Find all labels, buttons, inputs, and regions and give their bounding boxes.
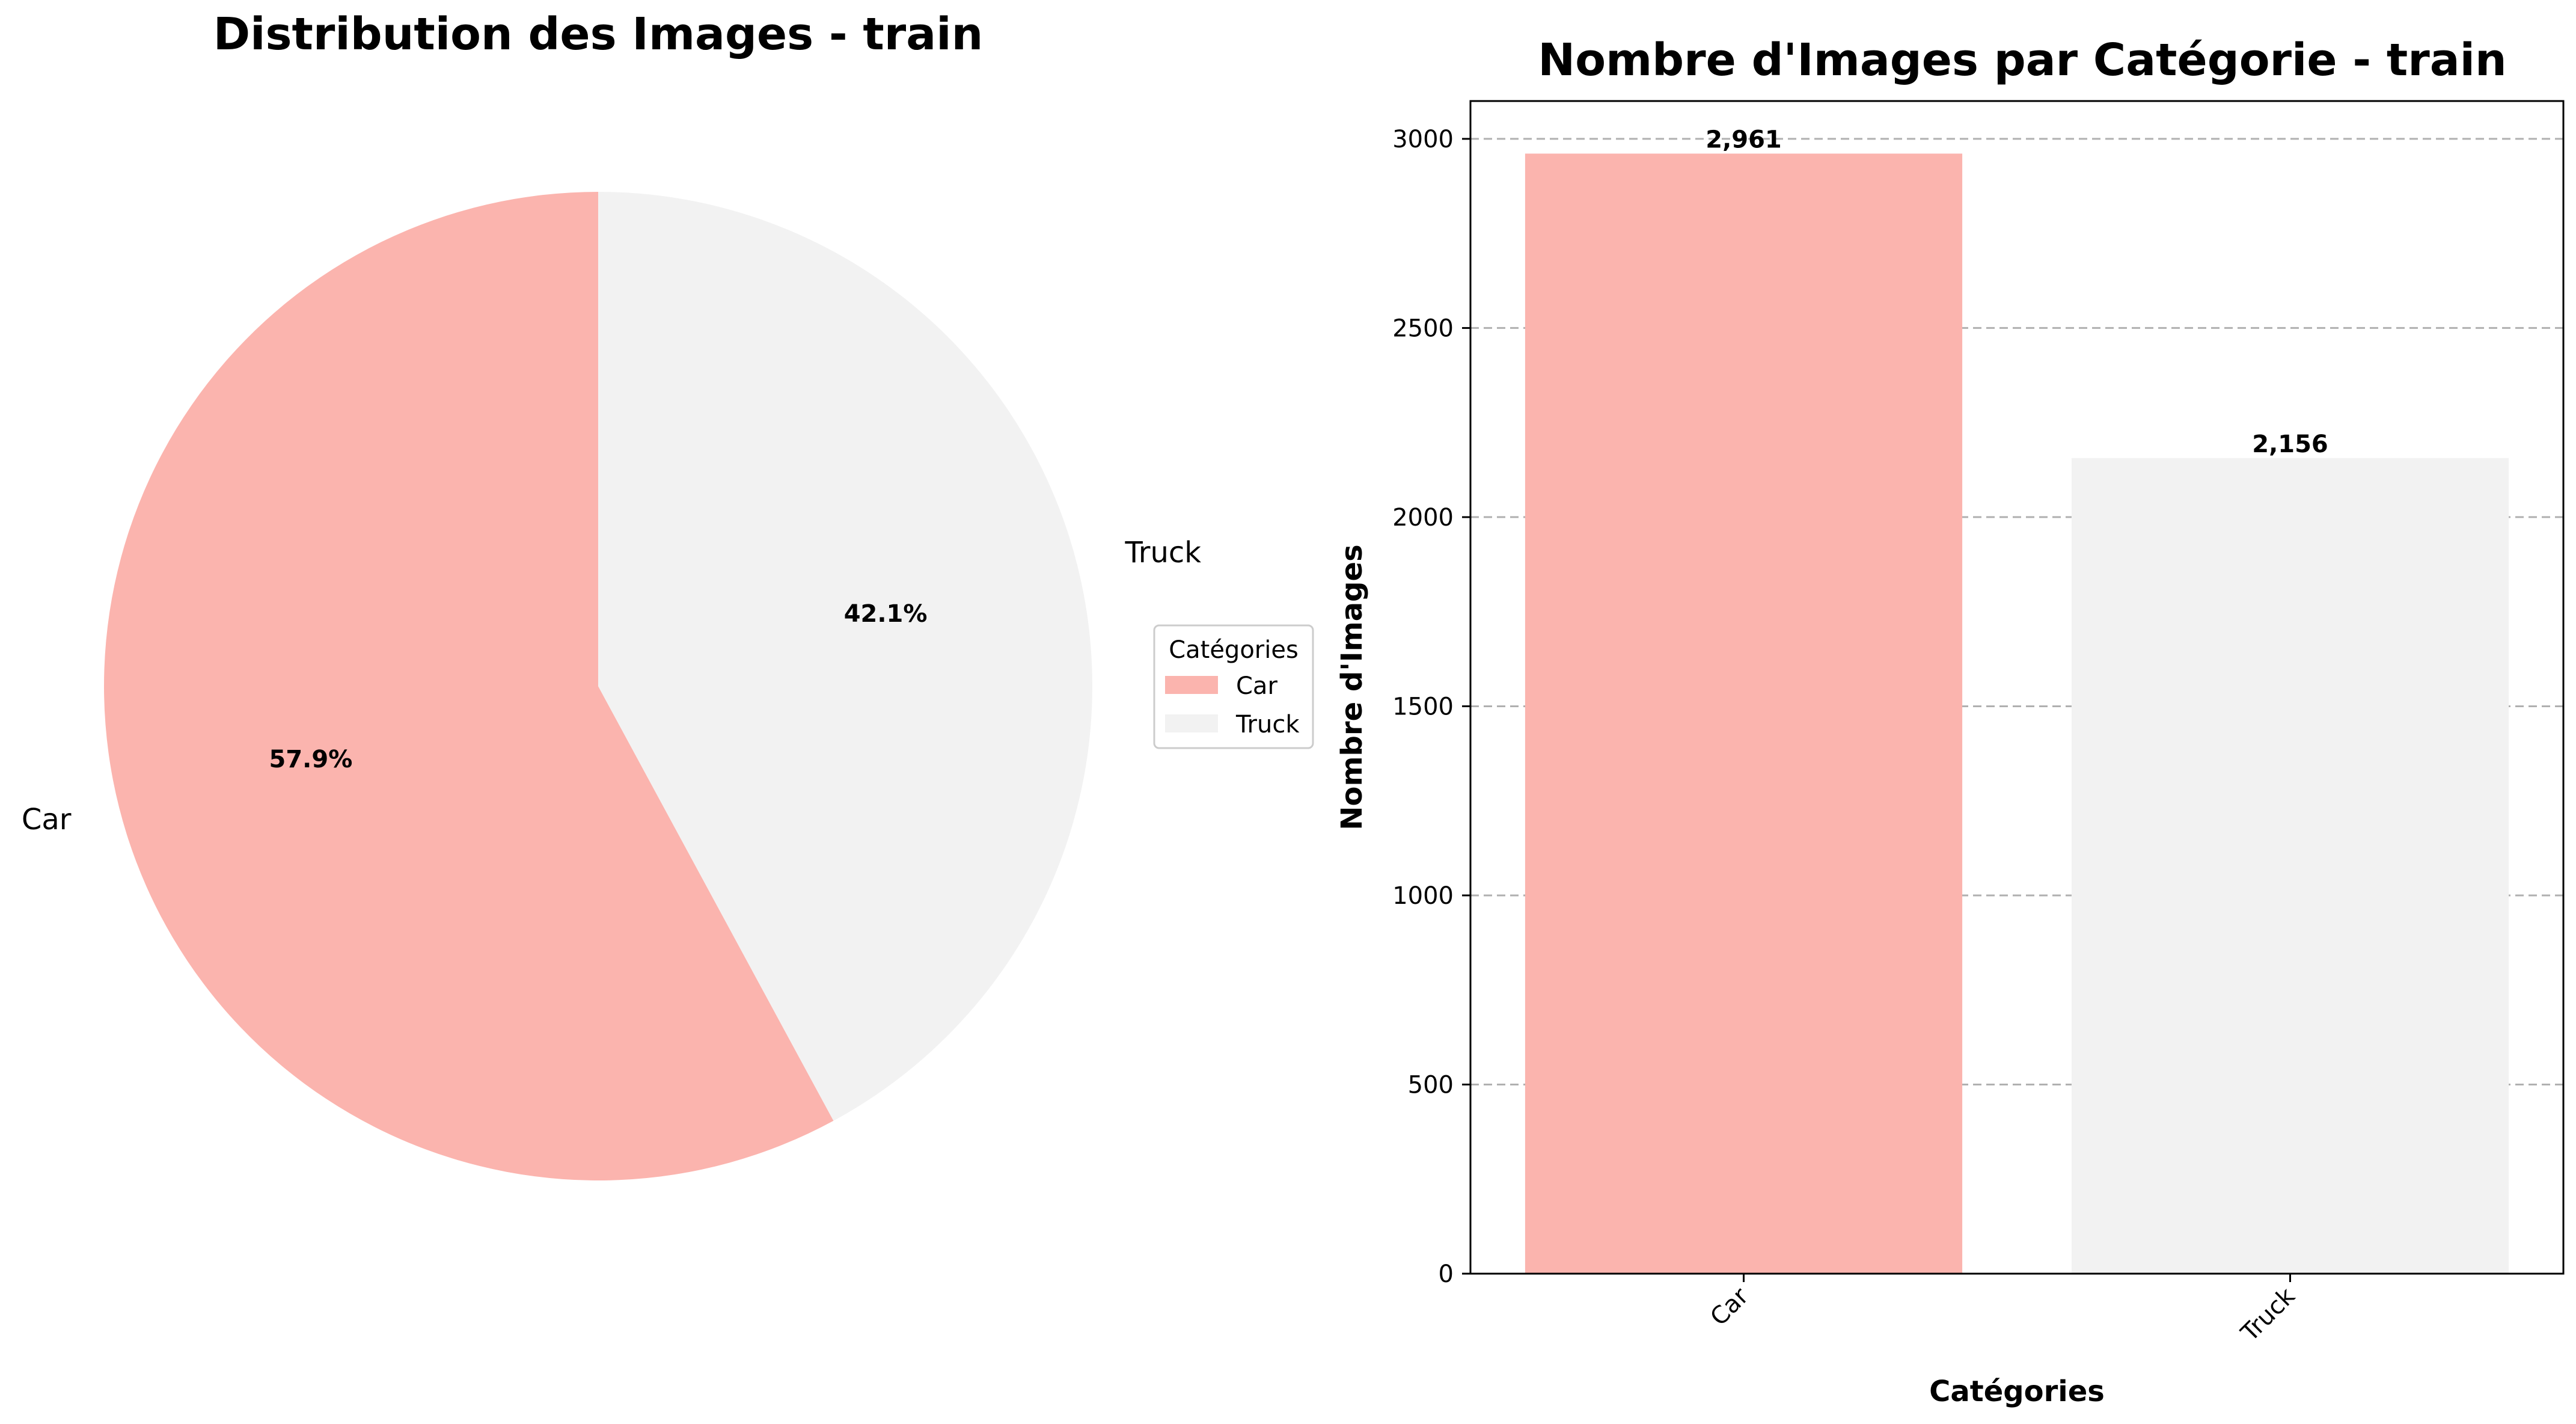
bars bbox=[1525, 153, 2509, 1274]
legend-label-truck: Truck bbox=[1235, 711, 1300, 738]
pie-pct-car: 57.9% bbox=[269, 746, 353, 773]
pie-labels: 57.9% Car 42.1% Truck bbox=[22, 536, 1201, 836]
y-tick-label: 500 bbox=[1408, 1071, 1454, 1099]
x-tick-labels: Car Truck bbox=[1705, 1274, 2301, 1347]
y-tick-label: 2000 bbox=[1392, 504, 1454, 532]
x-tick-label-car: Car bbox=[1705, 1282, 1754, 1331]
x-axis-label: Catégories bbox=[1929, 1375, 2105, 1408]
bar-chart: Nombre d'Images par Catégorie - train 0 5… bbox=[1335, 34, 2565, 1408]
y-tick-label: 1000 bbox=[1392, 882, 1454, 910]
bar-car bbox=[1525, 153, 1963, 1274]
legend-label-car: Car bbox=[1236, 672, 1277, 700]
bar-value-labels: 2,961 2,156 bbox=[1706, 126, 2328, 458]
bar-title: Nombre d'Images par Catégorie - train bbox=[1538, 34, 2506, 86]
y-tick-label: 1500 bbox=[1392, 693, 1454, 720]
bar-value-label-car: 2,961 bbox=[1706, 126, 1782, 153]
pie-slice-truck bbox=[598, 192, 1092, 1121]
legend-title: Catégories bbox=[1169, 636, 1299, 664]
y-tick-label: 0 bbox=[1439, 1260, 1454, 1288]
x-tick-label-truck: Truck bbox=[2236, 1282, 2301, 1347]
pie-slice-car bbox=[103, 192, 834, 1181]
axes-frame bbox=[1469, 100, 2565, 1275]
bar-truck bbox=[2071, 458, 2509, 1274]
pie-pct-truck: 42.1% bbox=[844, 600, 928, 628]
legend-swatch-truck bbox=[1165, 714, 1218, 732]
y-axis-label: Nombre d'Images bbox=[1335, 544, 1369, 830]
bar-gridlines bbox=[1470, 138, 2563, 1085]
pie-label-truck: Truck bbox=[1124, 536, 1201, 569]
legend-swatch-car bbox=[1165, 676, 1218, 694]
pie-slices bbox=[103, 192, 1092, 1181]
pie-legend: Catégories Car Truck bbox=[1153, 624, 1314, 749]
pie-chart: Distribution des Images - train 57.9% Car… bbox=[22, 8, 1314, 1181]
pie-title: Distribution des Images - train bbox=[213, 8, 984, 60]
y-tick-label: 2500 bbox=[1392, 315, 1454, 342]
y-tick-labels: 0 500 1000 1500 2000 2500 3000 bbox=[1392, 126, 1470, 1288]
pie-label-car: Car bbox=[22, 803, 72, 836]
y-tick-label: 3000 bbox=[1392, 126, 1454, 153]
bar-value-label-truck: 2,156 bbox=[2252, 431, 2328, 458]
